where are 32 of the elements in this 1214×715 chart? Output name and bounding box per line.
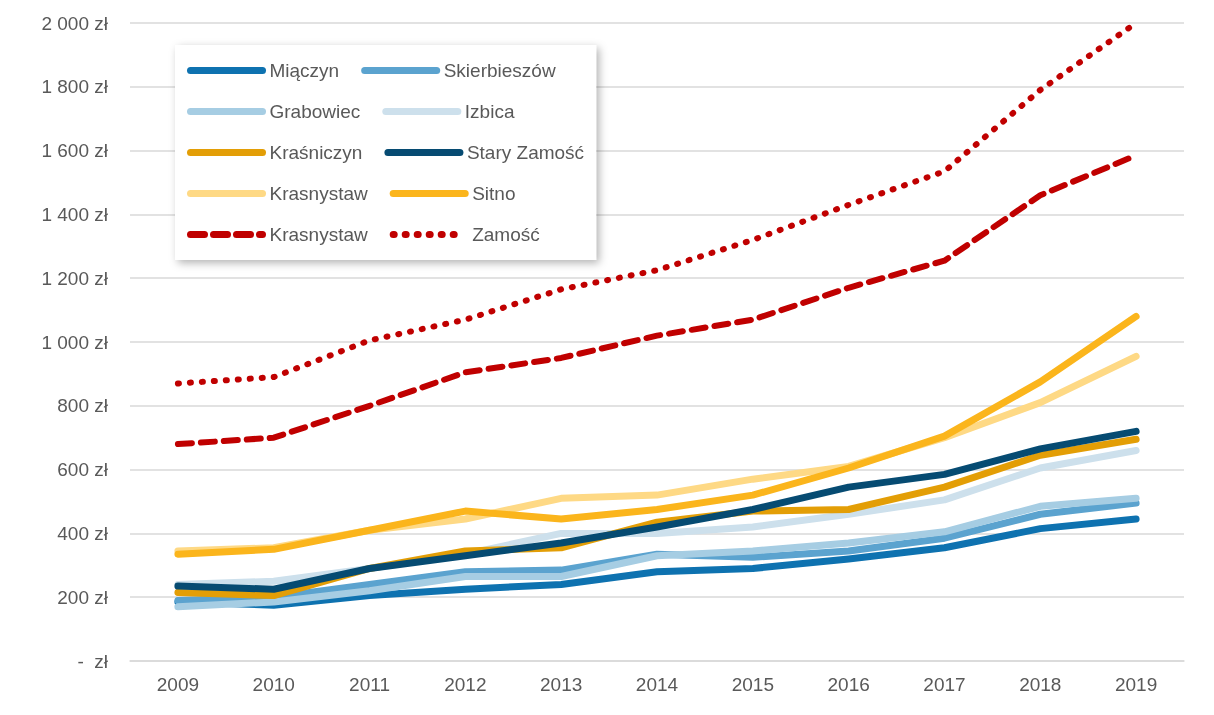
x-tick-label: 2018 bbox=[1019, 674, 1062, 695]
legend-label: Krasnystaw bbox=[269, 183, 368, 204]
legend-label: Grabowiec bbox=[269, 101, 361, 122]
x-tick-label: 2016 bbox=[827, 674, 870, 695]
x-tick-label: 2015 bbox=[731, 674, 774, 695]
y-tick-label: 400 zł bbox=[57, 522, 109, 544]
legend-label: Stary Zamość bbox=[466, 142, 585, 163]
y-tick-label: 1 200 zł bbox=[41, 267, 109, 289]
legend-label: Skierbieszów bbox=[443, 60, 556, 81]
y-tick-label: - zł bbox=[77, 650, 109, 672]
x-tick-label: 2019 bbox=[1114, 674, 1158, 695]
x-tick-label: 2012 bbox=[444, 674, 487, 695]
y-tick-label: 1 400 zł bbox=[41, 203, 109, 225]
y-tick-label: 1 600 zł bbox=[41, 140, 109, 162]
legend-label: Kraśniczyn bbox=[269, 142, 363, 163]
legend-label: Zamość bbox=[472, 224, 540, 245]
legend-label: Miączyn bbox=[269, 60, 340, 81]
x-tick-label: 2011 bbox=[349, 674, 390, 695]
legend-label: Sitno bbox=[472, 183, 516, 204]
x-tick-label: 2010 bbox=[252, 674, 295, 695]
x-tick-label: 2014 bbox=[635, 674, 679, 695]
y-tick-label: 200 zł bbox=[57, 586, 109, 608]
legend-label: Izbica bbox=[464, 101, 515, 122]
legend-label: Krasnystaw bbox=[269, 224, 368, 245]
x-tick-label: 2017 bbox=[923, 674, 966, 695]
x-tick-label: 2009 bbox=[156, 674, 200, 695]
y-tick-label: 2 000 zł bbox=[41, 12, 109, 34]
x-tick-label: 2013 bbox=[540, 674, 583, 695]
y-tick-label: 600 zł bbox=[57, 459, 109, 481]
y-tick-label: 1 000 zł bbox=[41, 331, 109, 353]
y-tick-label: 800 zł bbox=[57, 395, 109, 417]
y-tick-label: 1 800 zł bbox=[41, 76, 109, 98]
